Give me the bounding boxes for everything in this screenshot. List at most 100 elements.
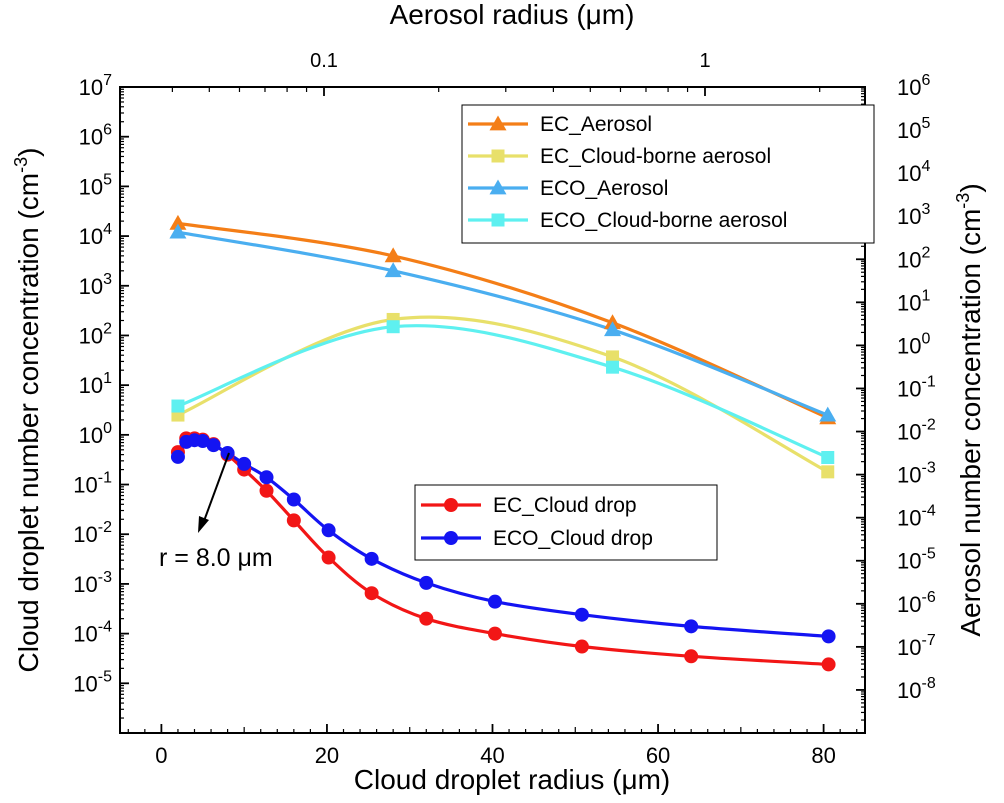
y-right-tick-label: 101	[897, 287, 930, 315]
y-right-tick-label: 10-6	[897, 589, 936, 617]
y-left-tick-label: 107	[79, 72, 112, 100]
y-left-tick-label: 102	[79, 320, 112, 348]
data-point-eco-cloud-drop	[195, 434, 210, 449]
y-axis-title-right-main: Aerosol number concentration (cm	[955, 209, 986, 637]
data-point-eco-cloud-drop	[321, 523, 336, 538]
y-right-tick-label: 10-2	[897, 417, 936, 445]
data-point-ec-cloud-drop	[487, 626, 502, 641]
y-axis-title-left-close: )	[13, 148, 44, 157]
y-axis-title-left-main: Cloud droplet number concentration (cm	[13, 173, 44, 673]
annotation-arrow-line	[203, 452, 230, 522]
annotation: r = 8.0 μm	[159, 452, 273, 572]
data-point-ec-cloud-borne-aerosol	[606, 350, 620, 364]
y-right-tick-label: 104	[897, 158, 930, 186]
data-point-ec-cloud-drop	[286, 513, 301, 528]
legend-cloud: EC_Cloud drop ECO_Cloud drop	[414, 484, 718, 561]
y-right-tick-label: 106	[897, 72, 930, 100]
data-point-eco-cloud-drop	[206, 438, 221, 453]
y-axis-title-right-close: )	[955, 183, 986, 192]
y-right-tick-label: 100	[897, 330, 930, 358]
x-tick-label: 0	[155, 743, 167, 768]
y-right-tick-label: 10-1	[897, 373, 936, 401]
y-axis-title-left-sup: -3	[11, 157, 31, 173]
data-point-eco-cloud-drop	[259, 470, 274, 485]
y-left-tick-label: 104	[79, 221, 112, 249]
legend-label-ec-cloud-borne-aerosol: EC_Cloud-borne aerosol	[540, 145, 771, 168]
series-line-eco-cloud-borne-aerosol	[177, 324, 829, 459]
y-left-tick-label: 101	[79, 370, 112, 398]
y-right-tick-label: 10-5	[897, 546, 936, 574]
legend-marker-eco-aerosol	[489, 179, 507, 195]
y-right-tick-label: 10-3	[897, 460, 936, 488]
y-left-tick-label: 105	[79, 171, 112, 199]
data-point-eco-cloud-borne-aerosol	[821, 451, 835, 465]
y-right-tick-label: 105	[897, 115, 930, 143]
data-point-eco-cloud-drop	[364, 551, 379, 566]
y-axis-title-right: Aerosol number concentration (cm-3)	[953, 183, 986, 636]
data-point-eco-aerosol	[169, 223, 187, 239]
data-point-ec-cloud-drop	[364, 586, 379, 601]
y-left-tick-label: 10-1	[73, 470, 112, 498]
data-point-ec-aerosol	[169, 214, 187, 230]
x-tick-label: 60	[646, 743, 670, 768]
data-point-eco-aerosol	[819, 406, 837, 422]
data-point-ec-cloud-drop	[574, 639, 589, 654]
legend-label-eco-cloud-borne-aerosol: ECO_Cloud-borne aerosol	[540, 209, 787, 232]
data-point-eco-cloud-borne-aerosol	[386, 320, 400, 334]
data-point-ec-cloud-drop	[419, 611, 434, 626]
legend-marker-ec-aerosol	[489, 115, 507, 131]
annotation-text: r = 8.0 μm	[159, 544, 273, 572]
data-point-eco-aerosol	[604, 321, 622, 337]
y-right-tick-label: 103	[897, 201, 930, 229]
legend-label-ec-cloud-drop: EC_Cloud drop	[493, 494, 637, 517]
data-point-ec-cloud-borne-aerosol	[821, 465, 835, 479]
legend-marker-eco-cloud-drop	[444, 531, 458, 545]
data-point-ec-aerosol	[384, 247, 402, 263]
annotation-arrowhead	[198, 516, 209, 533]
y-right-tick-label: 102	[897, 244, 930, 272]
legend-marker-ec-cloud-drop	[444, 498, 458, 512]
data-point-eco-cloud-borne-aerosol	[606, 360, 620, 374]
y-axis-title-right-sup: -3	[953, 193, 973, 209]
x-axis-title: Cloud droplet radius (μm)	[354, 764, 670, 795]
plot-frame	[119, 86, 866, 734]
data-point-eco-cloud-drop	[574, 607, 589, 622]
data-point-eco-cloud-drop	[487, 594, 502, 609]
data-point-eco-cloud-drop	[821, 629, 836, 644]
data-point-ec-cloud-drop	[684, 649, 699, 664]
y-right-tick-label: 10-8	[897, 675, 936, 703]
y-left-tick-label: 106	[79, 122, 112, 150]
data-point-ec-cloud-drop	[821, 657, 836, 672]
data-point-eco-aerosol	[384, 262, 402, 278]
legend-aerosol-box	[461, 104, 875, 244]
y-left-tick-label: 10-2	[73, 519, 112, 547]
data-point-eco-cloud-drop	[237, 456, 252, 471]
data-point-eco-cloud-drop	[220, 446, 235, 461]
legend-label-eco-aerosol: ECO_Aerosol	[540, 177, 668, 200]
data-point-ec-cloud-drop	[259, 483, 274, 498]
x-tick-label: 20	[315, 743, 339, 768]
y-left-tick-label: 100	[79, 420, 112, 448]
legend-label-eco-cloud-drop: ECO_Cloud drop	[493, 527, 653, 550]
y-right-tick-label: 10-4	[897, 503, 936, 531]
legend-label-ec-aerosol: EC_Aerosol	[540, 113, 652, 136]
legend-aerosol: EC_Aerosol EC_Cloud-borne aerosol ECO_Aero…	[461, 104, 875, 244]
x-tick-label: 80	[811, 743, 835, 768]
data-point-ec-cloud-drop	[321, 550, 336, 565]
legend-marker-ec-cloud-borne-aerosol	[491, 149, 505, 163]
legend-marker-eco-cloud-borne-aerosol	[491, 213, 505, 227]
top-axis-title: Aerosol radius (μm)	[390, 0, 635, 30]
legend-aerosol-items: EC_Aerosol EC_Cloud-borne aerosol ECO_Aero…	[468, 113, 787, 232]
x-tick-label: 40	[480, 743, 504, 768]
y-left-tick-label: 10-4	[73, 619, 112, 647]
data-point-eco-cloud-borne-aerosol	[171, 399, 185, 413]
legend-cloud-box	[414, 484, 718, 561]
series-line-eco-aerosol	[177, 230, 829, 417]
y-left-tick-label: 103	[79, 271, 112, 299]
data-point-eco-cloud-drop	[419, 575, 434, 590]
legend-cloud-items: EC_Cloud drop ECO_Cloud drop	[421, 494, 653, 550]
y-right-tick-label: 10-7	[897, 632, 936, 660]
data-point-eco-cloud-drop	[286, 492, 301, 507]
y-left-tick-label: 10-3	[73, 569, 112, 597]
